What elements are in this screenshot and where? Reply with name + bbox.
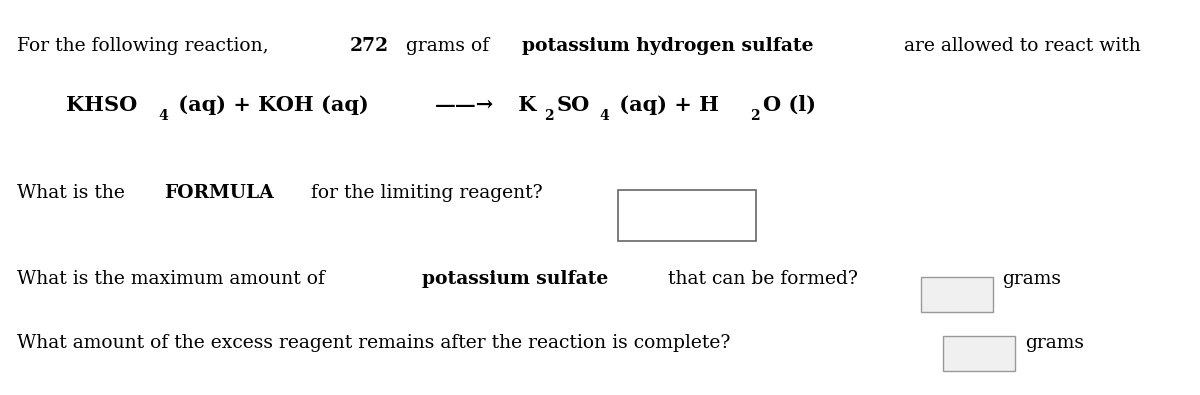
Text: 4: 4 bbox=[158, 109, 168, 124]
Text: potassium sulfate: potassium sulfate bbox=[422, 271, 608, 288]
Text: What is the: What is the bbox=[17, 184, 131, 201]
Text: (aq) + H: (aq) + H bbox=[612, 94, 719, 115]
Text: What amount of the excess reagent remains after the reaction is complete?: What amount of the excess reagent remain… bbox=[17, 334, 730, 352]
Text: ——→: ——→ bbox=[436, 94, 494, 115]
Text: O (l): O (l) bbox=[763, 94, 816, 115]
Text: 2: 2 bbox=[545, 109, 554, 124]
Text: SO: SO bbox=[557, 94, 590, 115]
Text: 2: 2 bbox=[750, 109, 760, 124]
Text: that can be formed?: that can be formed? bbox=[662, 271, 858, 288]
Text: for the limiting reagent?: for the limiting reagent? bbox=[305, 184, 542, 201]
Text: grams of: grams of bbox=[400, 38, 494, 55]
Text: grams: grams bbox=[1002, 271, 1062, 288]
Text: are allowed to react with: are allowed to react with bbox=[899, 38, 1147, 55]
Bar bbox=[618, 190, 756, 241]
Text: (aq) + KOH (aq): (aq) + KOH (aq) bbox=[170, 94, 376, 115]
Text: K: K bbox=[511, 94, 536, 115]
Bar bbox=[943, 336, 1015, 371]
Text: potassium hydrogen sulfate: potassium hydrogen sulfate bbox=[522, 38, 814, 55]
Text: 4: 4 bbox=[600, 109, 610, 124]
Text: For the following reaction,: For the following reaction, bbox=[17, 38, 275, 55]
Text: 272: 272 bbox=[349, 38, 389, 55]
Bar bbox=[920, 276, 992, 312]
Text: FORMULA: FORMULA bbox=[163, 184, 274, 201]
Text: What is the maximum amount of: What is the maximum amount of bbox=[17, 271, 331, 288]
Text: grams: grams bbox=[1025, 334, 1084, 352]
Text: KHSO: KHSO bbox=[66, 94, 137, 115]
